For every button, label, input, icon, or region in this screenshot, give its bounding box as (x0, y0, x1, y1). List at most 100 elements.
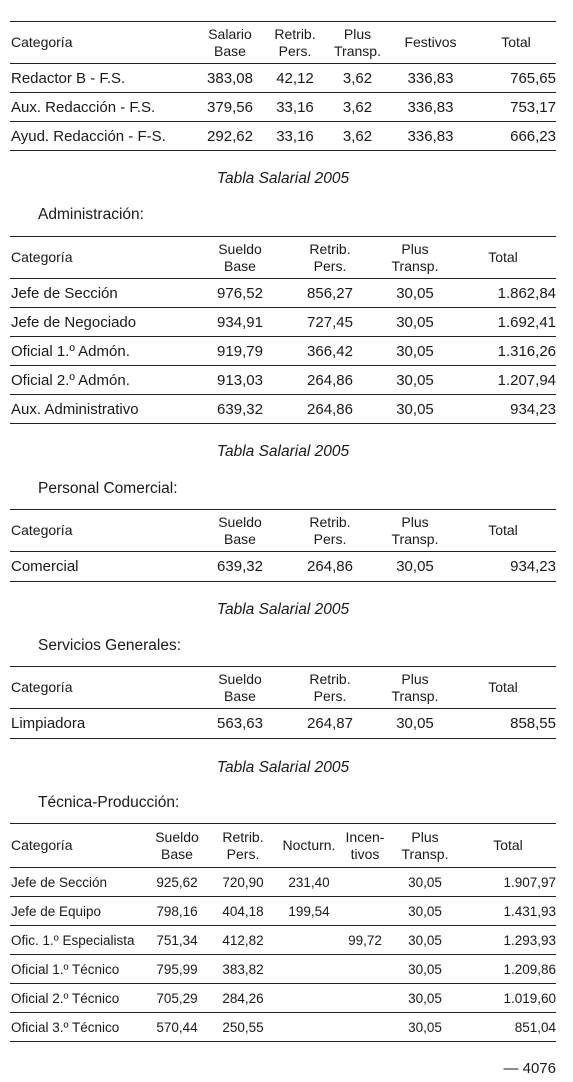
cell-value: 753,17 (510, 98, 556, 116)
caption-tabla-salarial: Tabla Salarial 2005 (216, 443, 350, 460)
cell-value: 383,08 (207, 69, 253, 87)
column-header: Plus Transp. (380, 510, 450, 552)
cell-value: 30,05 (396, 400, 434, 418)
column-header: Total (450, 667, 556, 709)
column-header-line: Sueldo (155, 828, 199, 845)
section-title-administracion: Administración: (38, 206, 144, 223)
cell-value: 30,05 (396, 313, 434, 331)
column-header: Total (450, 510, 556, 552)
cell-value: 976,52 (217, 284, 263, 302)
column-header-line: Total (493, 837, 523, 853)
cell-value: 366,42 (307, 342, 353, 360)
cell-categoria: Oficial 1.º Admón. (11, 342, 130, 360)
cell-categoria: Ofic. 1.º Especialista (11, 932, 135, 948)
table-header-row: Categoría Sueldo Base Retrib. Pers. Plus Trans… (10, 236, 556, 279)
column-header: Plus Transp. (380, 237, 450, 279)
column-header-line: Base (224, 257, 256, 274)
cell-value: 666,23 (510, 127, 556, 145)
cell-categoria: Jefe de Sección (11, 874, 108, 890)
cell-value: 284,26 (222, 990, 264, 1006)
section-title-servicios-generales: Servicios Generales: (38, 637, 182, 654)
column-header: Retrib. Pers. (280, 237, 380, 279)
cell-value: 250,55 (222, 1019, 264, 1035)
cell-value: 705,29 (156, 990, 198, 1006)
column-header-line: Sueldo (218, 240, 262, 257)
column-header-line: Retrib. (274, 25, 316, 42)
table-row: Redactor B - F.S. 383,08 42,12 3,62 336,83 76… (10, 64, 556, 93)
table-row: Jefe de Sección 976,52 856,27 30,05 1.862,84 (10, 279, 556, 308)
column-header-categoria: Categoría (10, 667, 200, 709)
column-header-line: Transp. (334, 42, 381, 59)
column-header-line: Plus (401, 513, 429, 530)
column-header-line: Categoría (11, 837, 73, 853)
column-header: Plus Transp. (380, 667, 450, 709)
column-header: Sueldo Base (146, 824, 208, 868)
cell-value (340, 868, 390, 897)
caption-tabla-salarial: Tabla Salarial 2005 (216, 759, 350, 776)
table-row: Oficial 1.º Admón. 919,79 366,42 30,05 1.316… (10, 337, 556, 366)
section-title-personal-comercial: Personal Comercial: (38, 480, 178, 497)
column-header-line: Transp. (391, 687, 439, 704)
cell-value (340, 1013, 390, 1042)
column-header: Sueldo Base (200, 510, 280, 552)
table-row: Oficial 2.º Admón. 913,03 264,86 30,05 1.207… (10, 366, 556, 395)
cell-value: 264,86 (307, 371, 353, 389)
cell-value: 404,18 (222, 903, 264, 919)
cell-value: 913,03 (217, 371, 263, 389)
table-servicios-generales: Categoría Sueldo Base Retrib. Pers. Plus Trans… (10, 666, 556, 739)
column-header-line: Plus (401, 240, 429, 257)
column-header-line: Retrib. (309, 513, 351, 530)
column-header-line: Plus (343, 25, 372, 42)
cell-categoria: Comercial (11, 558, 79, 575)
column-header-line: Categoría (11, 249, 73, 265)
cell-categoria: Jefe de Sección (11, 284, 118, 302)
table-row: Jefe de Negociado 934,91 727,45 30,05 1.692,… (10, 308, 556, 337)
table-row: Limpiadora 563,63 264,87 30,05 858,55 (10, 709, 556, 739)
column-header: Salario Base (200, 22, 260, 64)
cell-value: 33,16 (276, 127, 314, 145)
cell-value: 795,99 (156, 961, 198, 977)
cell-value: 30,05 (396, 284, 434, 302)
cell-value: 412,82 (222, 932, 264, 948)
cell-value: 3,62 (342, 69, 373, 87)
column-header-line: Plus (401, 670, 429, 687)
column-header-line: Pers. (226, 845, 260, 862)
cell-categoria: Oficial 3.º Técnico (11, 1019, 120, 1035)
cell-value: 727,45 (307, 313, 353, 331)
cell-value: 30,05 (396, 371, 434, 389)
table-personal-comercial: Categoría Sueldo Base Retrib. Pers. Plus Trans… (10, 509, 556, 582)
column-header-line: Categoría (11, 679, 73, 695)
cell-value: 1.431,93 (503, 903, 556, 919)
cell-value: 925,62 (156, 874, 198, 890)
cell-value: 639,32 (217, 400, 263, 418)
cell-value: 1.692,41 (497, 313, 556, 331)
cell-value: 292,62 (207, 127, 253, 145)
cell-value: 379,56 (207, 98, 253, 116)
cell-value: 765,65 (510, 69, 556, 87)
cell-value: 1.862,84 (497, 284, 556, 302)
cell-value: 3,62 (342, 98, 373, 116)
cell-value: 336,83 (407, 69, 454, 87)
column-header-line: Transp. (391, 530, 439, 547)
column-header: Plus Transp. (330, 22, 385, 64)
column-header-categoria: Categoría (10, 824, 146, 868)
column-header-line: Base (214, 42, 246, 59)
column-header: Sueldo Base (200, 237, 280, 279)
cell-value: 264,86 (307, 558, 353, 575)
column-header: Total (450, 237, 556, 279)
column-header: Retrib. Pers. (208, 824, 278, 868)
column-header-line: Base (161, 845, 193, 862)
cell-value: 563,63 (217, 715, 263, 732)
cell-value: 30,05 (396, 558, 434, 575)
cell-value: 30,05 (408, 1019, 442, 1035)
table-row: Oficial 3.º Técnico 570,44 250,55 30,05 851,… (10, 1013, 556, 1042)
cell-categoria: Oficial 2.º Técnico (11, 990, 120, 1006)
cell-value: 1.207,94 (497, 371, 556, 389)
cell-value: 336,83 (407, 98, 454, 116)
table-header-row: Categoría Sueldo Base Retrib. Pers. Nocturn. I… (10, 823, 556, 868)
cell-value: 30,05 (396, 342, 434, 360)
cell-value: 858,55 (510, 715, 556, 732)
column-header-line: Base (224, 530, 256, 547)
cell-value: 1.209,86 (503, 961, 556, 977)
column-header: Incen-tivos (340, 824, 390, 868)
